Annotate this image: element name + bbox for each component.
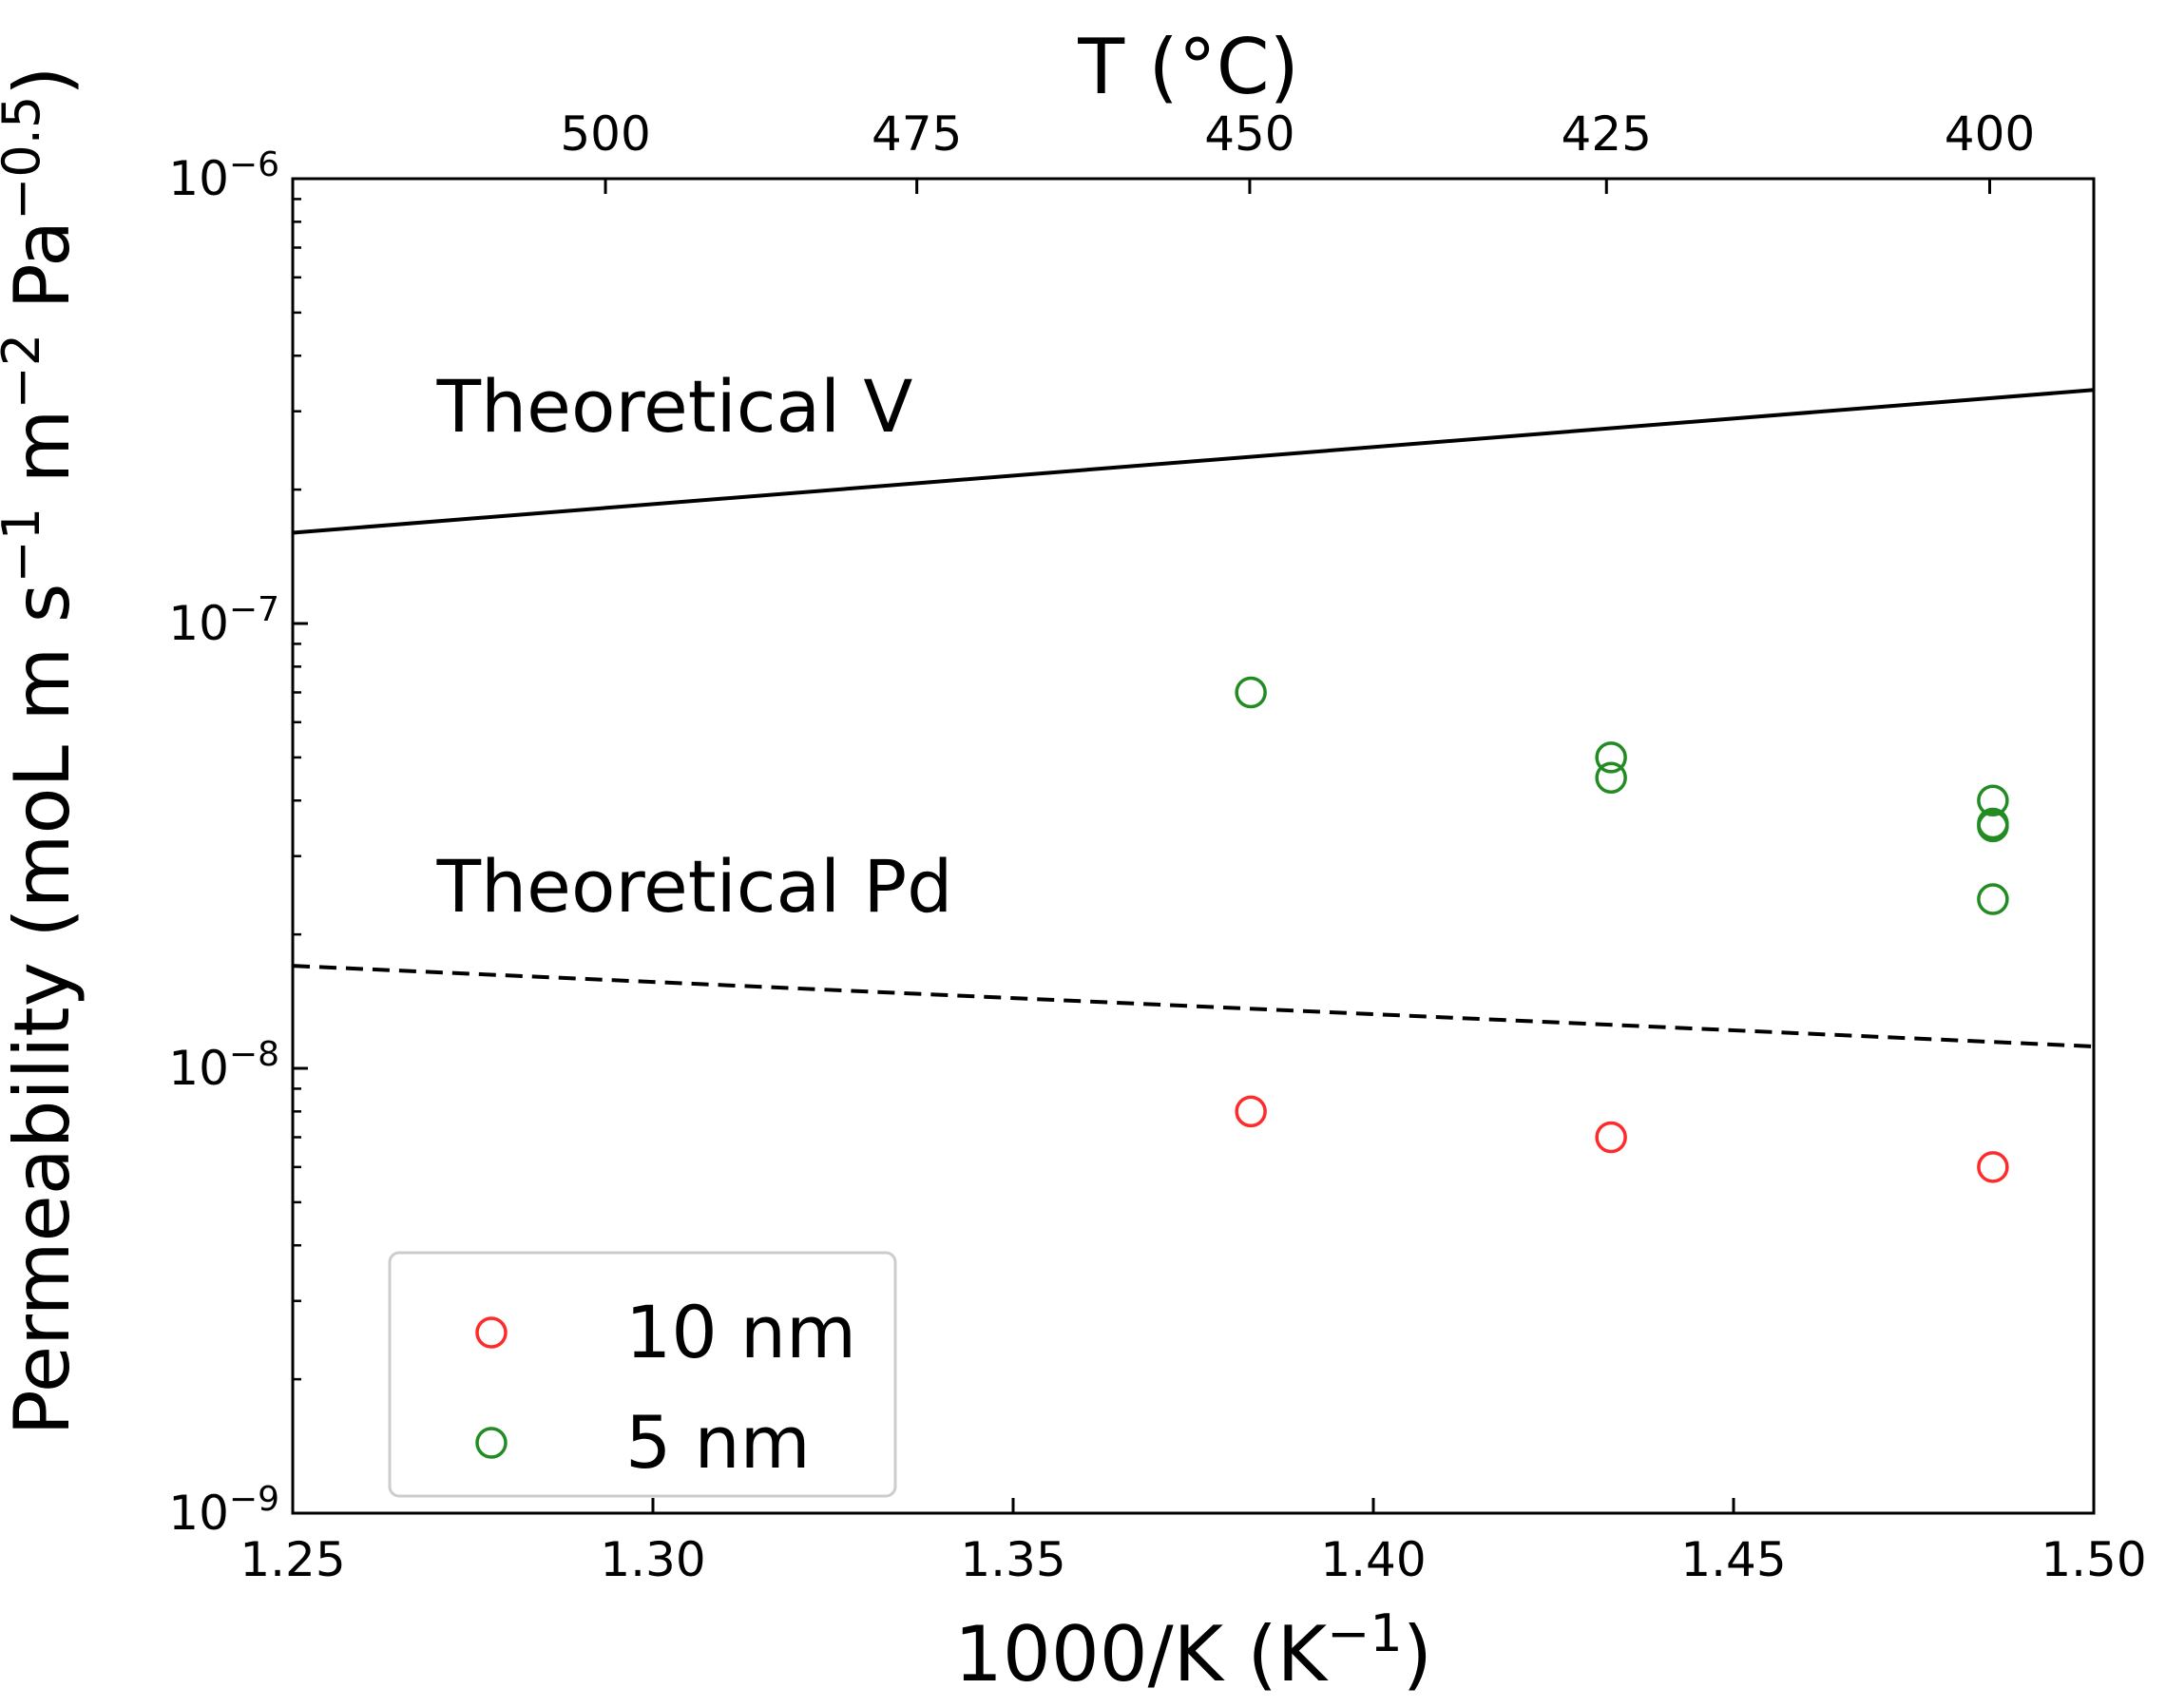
x-tick-label: 1.50 — [2041, 1532, 2146, 1587]
axes-layer: 1.25 1.30 1.35 1.40 1.45 1.50 10−9 10−8 10−7 10−6… — [0, 23, 2147, 1698]
annotations-layer: Theoretical V Theoretical Pd — [436, 364, 953, 929]
y-axis-title: Permeability (moL m s−1 m−2 Pa−0.5) — [0, 66, 86, 1435]
x-tick-label: 1.40 — [1320, 1532, 1426, 1587]
top-tick-label: 400 — [1945, 106, 2035, 162]
legend-marker-5-nm — [475, 1427, 508, 1459]
data-point-10-nm — [1977, 1151, 2009, 1183]
y-tick-label: 10−6 — [168, 145, 279, 207]
x-tick-label: 1.25 — [240, 1532, 345, 1587]
lines-layer — [292, 388, 2095, 1048]
x-tick-label: 1.30 — [600, 1532, 705, 1587]
theoretical-v-line — [292, 388, 2095, 535]
data-point-5-nm — [1977, 784, 2009, 816]
legend-label-5-nm: 5 nm — [625, 1400, 811, 1485]
plot-frame — [291, 177, 2096, 1515]
data-point-10-nm — [1595, 1121, 1627, 1154]
theoretical-pd-label: Theoretical Pd — [436, 844, 953, 929]
data-point-5-nm — [1595, 741, 1627, 774]
legend-marker-10-nm — [475, 1316, 508, 1349]
top-tick-label: 425 — [1562, 106, 1652, 162]
legend-label-10-nm: 10 nm — [625, 1290, 856, 1374]
x-tick-label: 1.45 — [1680, 1532, 1786, 1587]
x-tick-label: 1.35 — [960, 1532, 1065, 1587]
top-axis-title: T (°C) — [1077, 23, 1299, 111]
legend-box — [388, 1251, 897, 1498]
data-point-5-nm — [1595, 761, 1627, 795]
legend: 10 nm 5 nm — [388, 1251, 897, 1498]
theoretical-pd-line — [292, 964, 2095, 1048]
data-point-10-nm — [1235, 1095, 1267, 1128]
top-tick-label: 500 — [560, 106, 650, 162]
y-tick-label: 10−7 — [168, 590, 279, 652]
points-layer — [1235, 676, 2009, 1183]
top-tick-label: 450 — [1204, 106, 1294, 162]
data-point-5-nm — [1977, 883, 2009, 915]
y-tick-label: 10−9 — [168, 1480, 279, 1542]
theoretical-v-label: Theoretical V — [436, 364, 913, 449]
data-point-5-nm — [1235, 676, 1267, 709]
y-tick-label: 10−8 — [168, 1035, 279, 1097]
x-axis-title: 1000/K (K−1) — [954, 1603, 1432, 1699]
top-tick-label: 475 — [872, 106, 962, 162]
data-point-5-nm — [1977, 810, 2009, 843]
